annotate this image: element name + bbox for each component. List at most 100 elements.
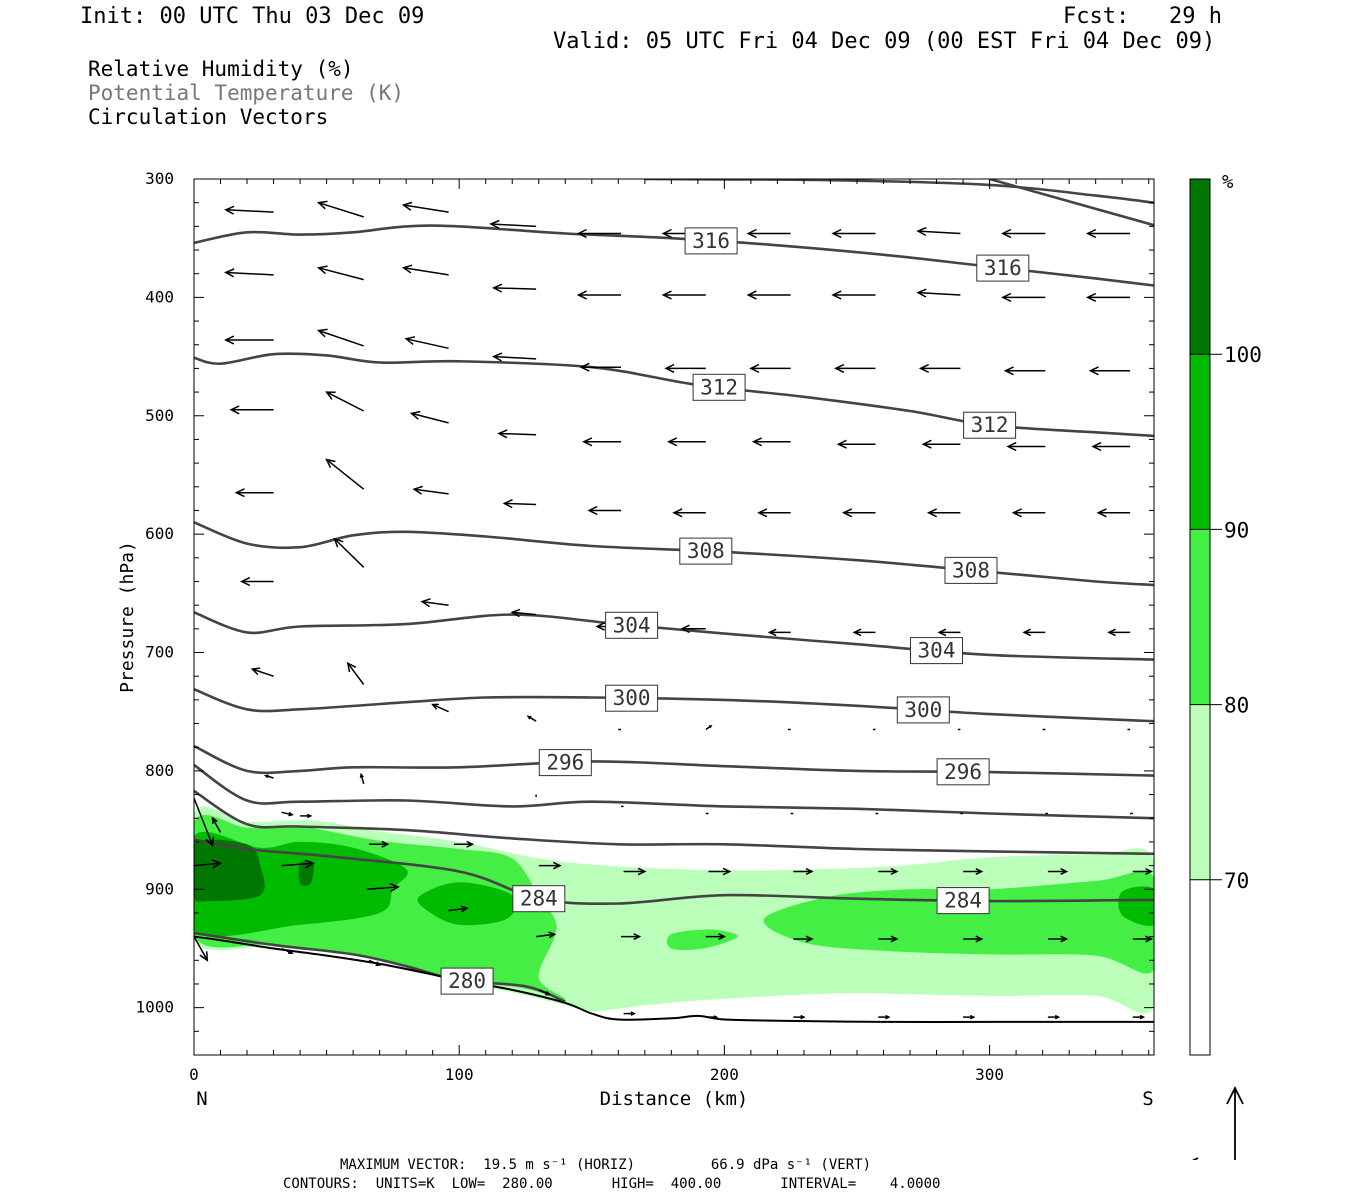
circulation-vector [538, 989, 552, 996]
circulation-vector [300, 813, 313, 819]
circulation-vector [538, 861, 562, 870]
field-label-vectors: Circulation Vectors [88, 105, 329, 129]
axis-layer: 300 400 500 600 700 800 900 1000 0 100 200 300 [135, 169, 1154, 1084]
y-tick-label: 700 [145, 643, 174, 662]
circulation-vector [746, 290, 791, 300]
contour-label-text: 312 [971, 413, 1009, 437]
y-tick-label: 1000 [135, 998, 174, 1017]
circulation-vector [224, 268, 274, 278]
terrain-layer [194, 935, 1154, 1023]
colorbar-unit: % [1222, 171, 1234, 193]
circulation-vector [401, 201, 449, 213]
circulation-vector [281, 859, 316, 869]
circulation-vector [579, 362, 621, 372]
contour-label-text: 296 [944, 760, 982, 784]
circulation-vector [281, 947, 294, 955]
circulation-vector [333, 537, 365, 568]
terrain-surface-line [194, 935, 1154, 1023]
circulation-vector [194, 936, 209, 962]
circulation-vector [708, 1015, 719, 1019]
contour-label-text: 304 [613, 613, 651, 637]
colorbar-level-label: 80 [1224, 694, 1249, 718]
circulation-vector [757, 508, 791, 518]
contour-label-text: 304 [918, 639, 956, 663]
circulation-vector [497, 429, 537, 439]
rh-fill-layer [194, 806, 1154, 1014]
circulation-vector [1011, 508, 1046, 518]
valid-time: Valid: 05 UTC Fri 04 Dec 09 (00 EST Fri … [553, 29, 1216, 54]
circulation-vector [431, 703, 449, 713]
vector-layer [194, 200, 1154, 1020]
circulation-vector [746, 228, 791, 239]
theta-contour-300 [194, 687, 1154, 723]
circulation-vector [316, 328, 364, 347]
circulation-vector [587, 505, 621, 516]
circulation-vector [526, 715, 537, 722]
cross-section-chart: 316 316 312 312 308 308 304 304 300 300 296 296 284 2… [117, 169, 1262, 1160]
rh-region-90-6 [1118, 886, 1154, 926]
x-tick-label: 0 [189, 1065, 199, 1084]
circulation-vector [325, 391, 365, 412]
circulation-vector [325, 458, 365, 490]
circulation-vector [1003, 366, 1046, 376]
y-tick-label: 400 [145, 287, 174, 306]
circulation-vector [878, 935, 899, 943]
circulation-vector [831, 290, 876, 300]
circulation-vector [921, 439, 961, 449]
contour-label-text: 316 [692, 229, 730, 253]
theta-contour-unlabeled-2 [989, 179, 1154, 227]
circulation-vector [366, 882, 400, 893]
theta-contour-unlabeled-9 [194, 789, 1154, 856]
circulation-vector [918, 363, 961, 373]
colorbar-level-label: 70 [1224, 869, 1249, 893]
circulation-vector [916, 288, 961, 298]
contour-label: 296 [936, 758, 990, 786]
colorbar-segment [1190, 704, 1210, 880]
circulation-vector [369, 840, 390, 848]
y-tick-label: 900 [145, 879, 174, 898]
circulation-vector [705, 933, 727, 941]
circulation-vector [224, 205, 274, 215]
rh-region-80-2 [763, 871, 1154, 974]
circulation-vector [346, 661, 365, 685]
circulation-vector [672, 508, 706, 518]
circulation-vector [229, 405, 274, 415]
circulation-vector [489, 219, 537, 229]
y-tick-label: 800 [145, 761, 174, 780]
contour-label: 284 [512, 885, 566, 913]
circulation-vector [1132, 935, 1154, 943]
circulation-vector [1096, 508, 1131, 518]
contour-label-text: 300 [613, 686, 651, 710]
circulation-vector [916, 226, 961, 237]
circulation-vector [401, 264, 449, 276]
x-tick-label: 300 [975, 1065, 1004, 1084]
circulation-vector [1022, 628, 1046, 637]
y-tick-label: 600 [145, 524, 174, 543]
circulation-vector [1047, 935, 1069, 943]
contour-info: CONTOURS: UNITS=K LOW= 280.00 HIGH= 400.… [283, 1176, 941, 1192]
circulation-vector [250, 667, 274, 677]
y-axis-label: Pressure (hPa) [117, 541, 138, 693]
circulation-vector [510, 608, 537, 618]
theta-contour-280 [194, 931, 566, 1003]
circulation-vector [705, 724, 713, 731]
north-end-label: N [196, 1088, 207, 1110]
x-tick-label: 100 [445, 1065, 474, 1084]
rh-region-90-5 [417, 882, 517, 926]
circulation-vector [1091, 441, 1131, 452]
circulation-vector [1107, 628, 1131, 637]
circulation-vector [316, 200, 364, 218]
circulation-vector [793, 1014, 806, 1020]
circulation-vector [751, 437, 791, 447]
circulation-vector [491, 352, 537, 362]
circulation-vector [963, 935, 984, 943]
circulation-vector [1132, 868, 1154, 875]
circulation-vector [409, 410, 449, 424]
circulation-vector [412, 485, 449, 495]
x-tick-label: 200 [710, 1065, 739, 1084]
circulation-vector [448, 905, 469, 913]
circulation-vector [502, 499, 537, 509]
contour-label-text: 284 [944, 889, 982, 913]
rh-region-100-8 [298, 860, 314, 886]
reference-vector-icon [1191, 1085, 1244, 1160]
